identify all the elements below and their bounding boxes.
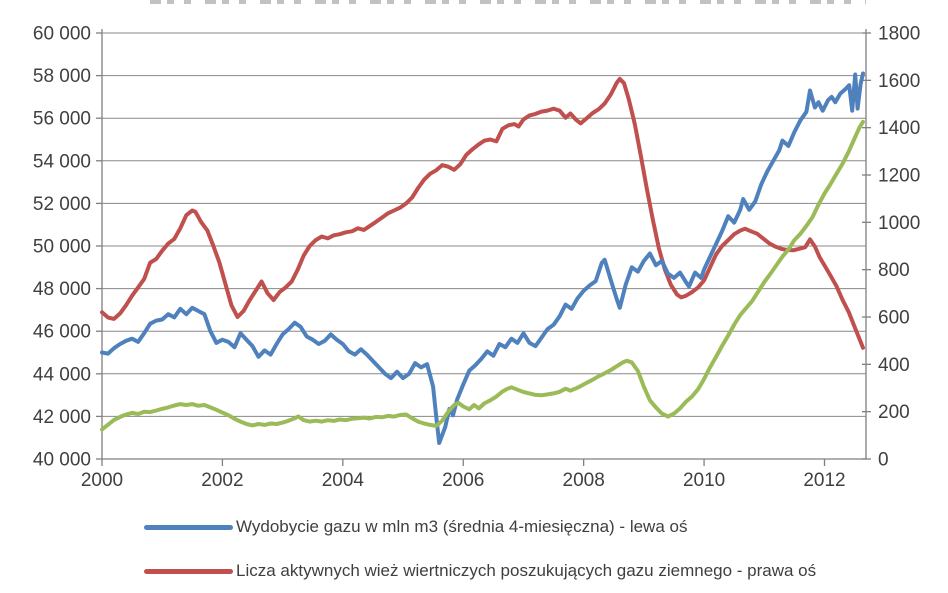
left-axis-label: 48 000 bbox=[33, 279, 91, 300]
x-axis-label: 2012 bbox=[803, 470, 845, 491]
x-axis-label: 2002 bbox=[201, 470, 243, 491]
left-axis-label: 46 000 bbox=[33, 322, 91, 343]
legend-item-gas-production: Wydobycie gazu w mln m3 (średnia 4-miesi… bbox=[144, 517, 687, 537]
series-line-gas-rigs-red bbox=[100, 76, 865, 350]
right-axis-label: 200 bbox=[878, 402, 910, 423]
legend-item-gas-rigs: Licza aktywnych wież wiertniczych poszuk… bbox=[144, 561, 816, 581]
right-axis-label: 1600 bbox=[878, 71, 920, 92]
legend-swatch-blue bbox=[144, 524, 233, 530]
left-axis-label: 44 000 bbox=[33, 364, 91, 385]
right-axis-label: 400 bbox=[878, 355, 910, 376]
right-axis-label: 600 bbox=[878, 308, 910, 329]
cropped-title-fragment bbox=[150, 0, 866, 4]
legend-label-gas-production: Wydobycie gazu w mln m3 (średnia 4-miesi… bbox=[236, 517, 688, 536]
x-axis-label: 2010 bbox=[683, 470, 725, 491]
left-axis-label: 52 000 bbox=[33, 194, 91, 215]
right-axis-label: 0 bbox=[878, 450, 889, 471]
left-axis-label: 42 000 bbox=[33, 407, 91, 428]
left-axis-label: 58 000 bbox=[33, 66, 91, 87]
series-line-gas-production-blue bbox=[100, 71, 865, 445]
series-line-green-series bbox=[100, 119, 865, 432]
right-axis-label: 1800 bbox=[878, 24, 920, 45]
right-axis-label: 1000 bbox=[878, 213, 920, 234]
left-axis-label: 54 000 bbox=[33, 151, 91, 172]
right-axis-label: 1200 bbox=[878, 166, 920, 187]
x-axis-label: 2006 bbox=[442, 470, 484, 491]
x-axis-label: 2004 bbox=[322, 470, 365, 491]
left-axis-label: 56 000 bbox=[33, 109, 91, 130]
right-axis-label: 1400 bbox=[878, 118, 920, 139]
left-axis-label: 40 000 bbox=[33, 450, 91, 471]
right-axis-label: 800 bbox=[878, 260, 910, 281]
left-axis-label: 50 000 bbox=[33, 237, 91, 258]
left-axis-label: 60 000 bbox=[33, 24, 91, 45]
legend-swatch-red bbox=[144, 568, 233, 574]
x-axis-label: 2008 bbox=[563, 470, 605, 491]
legend-label-gas-rigs: Licza aktywnych wież wiertniczych poszuk… bbox=[236, 561, 817, 580]
x-axis-label: 2000 bbox=[81, 470, 123, 491]
line-chart: 60 000 58 000 56 000 54 000 52 000 50 000 48 0… bbox=[33, 24, 920, 492]
